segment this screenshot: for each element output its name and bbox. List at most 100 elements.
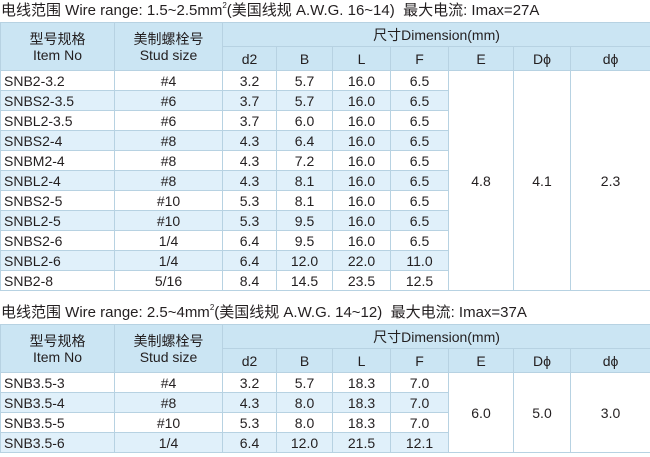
- cell: 16.0: [332, 150, 391, 171]
- header-row: 型号规格 Item No 美制螺栓号 Stud size 尺寸Dimension(mm): [0, 324, 650, 373]
- heading: 电线范围 Wire range: 2.5~4mm2(美国线规 A.W.G. 14…: [0, 302, 650, 324]
- header-cell: F: [390, 46, 449, 71]
- header-en: Item No: [32, 46, 82, 63]
- cell: #8: [114, 150, 223, 171]
- header-cell: 尺寸Dimension(mm): [221, 324, 650, 349]
- header-cell: 型号规格 Item No: [0, 324, 115, 373]
- header-cell: B: [276, 348, 333, 373]
- cell: 1/4: [114, 230, 223, 251]
- heading-label: 电线范围 Wire range: 1.5~2.5mm: [1, 2, 223, 19]
- header-en: Stud size: [139, 348, 198, 365]
- cell: 12.5: [390, 270, 449, 291]
- data-row: SNBM2-4 #8 4.3 7.2 16.0 6.5: [0, 150, 650, 171]
- cell: SNB3.5-6: [0, 432, 115, 453]
- cell: 6.5: [390, 90, 449, 111]
- cell: 8.0: [276, 412, 333, 433]
- cell: 6.5: [390, 110, 449, 131]
- cell: SNBL2-6: [0, 250, 115, 271]
- cell: SNBS2-6: [0, 230, 115, 251]
- header-cell: F: [390, 348, 449, 373]
- cell: SNBS2-3.5: [0, 90, 115, 111]
- header-cn: 型号规格: [29, 332, 86, 349]
- header-cell: Dϕ: [513, 348, 571, 373]
- header-cell: 美制螺栓号 Stud size: [114, 22, 223, 71]
- cell: 3.2: [222, 372, 277, 393]
- header-cell: 型号规格 Item No: [0, 22, 115, 71]
- cell: 14.5: [276, 270, 333, 291]
- cell: 11.0: [390, 250, 449, 271]
- data-row: SNB2-8 5/16 8.4 14.5 23.5 12.5: [0, 270, 650, 291]
- cell: SNBL2-3.5: [0, 110, 115, 131]
- header-cell: 美制螺栓号 Stud size: [114, 324, 223, 373]
- cell: SNBS2-5: [0, 190, 115, 211]
- data-row: SNBS2-5 #10 5.3 8.1 16.0 6.5: [0, 190, 650, 211]
- header-cell: Dϕ: [513, 46, 571, 71]
- cell: 9.5: [276, 210, 333, 231]
- data-row: SNBS2-3.5 #6 3.7 5.7 16.0 6.5: [0, 90, 650, 111]
- cell: 21.5: [332, 432, 391, 453]
- cell: 7.2: [276, 150, 333, 171]
- cell: 5/16: [114, 270, 223, 291]
- cell: 3.2: [222, 70, 277, 91]
- cell: #10: [114, 412, 223, 433]
- cell: 6.0: [276, 110, 333, 131]
- merged-cell: 4.1: [513, 70, 571, 291]
- section: 电线范围 Wire range: 2.5~4mm2(美国线规 A.W.G. 14…: [0, 302, 650, 453]
- data-row: SNB3.5-4 #8 4.3 8.0 18.3 7.0: [0, 392, 650, 413]
- cell: 22.0: [332, 250, 391, 271]
- header-en: Stud size: [139, 46, 198, 63]
- cell: #8: [114, 130, 223, 151]
- cell: 1/4: [114, 432, 223, 453]
- data-row: SNB3.5-5 #10 5.3 8.0 18.3 7.0: [0, 412, 650, 433]
- header-cn: 美制螺栓号: [133, 332, 204, 349]
- header-en: Item No: [32, 348, 82, 365]
- merged-cell: 5.0: [513, 372, 571, 453]
- data-row: SNBL2-3.5 #6 3.7 6.0 16.0 6.5: [0, 110, 650, 131]
- cell: 6.5: [390, 70, 449, 91]
- cell: 4.3: [222, 170, 277, 191]
- data-row: SNBL2-4 #8 4.3 8.1 16.0 6.5: [0, 170, 650, 191]
- heading-current: 最大电流: Imax=37A: [390, 304, 527, 321]
- cell: SNBL2-5: [0, 210, 115, 231]
- cell: 16.0: [332, 90, 391, 111]
- cell: #10: [114, 210, 223, 231]
- cell: 4.3: [222, 130, 277, 151]
- cell: 6.4: [222, 250, 277, 271]
- cell: #4: [114, 70, 223, 91]
- cell: 6.4: [222, 432, 277, 453]
- cell: 4.3: [222, 150, 277, 171]
- cell: 16.0: [332, 230, 391, 251]
- cell: 5.7: [276, 70, 333, 91]
- cell: SNBL2-4: [0, 170, 115, 191]
- cell: SNB2-8: [0, 270, 115, 291]
- cell: SNBS2-4: [0, 130, 115, 151]
- spec-table: 型号规格 Item No 美制螺栓号 Stud size 尺寸Dimension(mm)…: [0, 22, 650, 291]
- header-cell: dϕ: [569, 46, 650, 71]
- cell: 7.0: [390, 392, 449, 413]
- header-row: 型号规格 Item No 美制螺栓号 Stud size 尺寸Dimension(mm): [0, 22, 650, 71]
- cell: 4.3: [222, 392, 277, 413]
- cell: 16.0: [332, 190, 391, 211]
- cell: 8.1: [276, 190, 333, 211]
- cell: 6.5: [390, 150, 449, 171]
- cell: 18.3: [332, 372, 391, 393]
- cell: 16.0: [332, 110, 391, 131]
- cell: #6: [114, 90, 223, 111]
- data-row: SNB2-3.2 #4 3.2 5.7 16.0 6.5 4.8 4.1 2.3: [0, 70, 650, 291]
- merged-cell: 2.3: [569, 70, 650, 291]
- cell: 1/4: [114, 250, 223, 271]
- cell: #6: [114, 110, 223, 131]
- cell: 8.1: [276, 170, 333, 191]
- cell: #4: [114, 372, 223, 393]
- heading-awg: (美国线规 A.W.G. 16~14): [226, 2, 395, 19]
- cell: #8: [114, 170, 223, 191]
- cell: SNB2-3.2: [0, 70, 115, 91]
- cell: 9.5: [276, 230, 333, 251]
- header-cell: B: [276, 46, 333, 71]
- cell: SNB3.5-5: [0, 412, 115, 433]
- cell: 16.0: [332, 210, 391, 231]
- cell: 18.3: [332, 392, 391, 413]
- cell: 3.7: [222, 90, 277, 111]
- cell: 12.0: [276, 432, 333, 453]
